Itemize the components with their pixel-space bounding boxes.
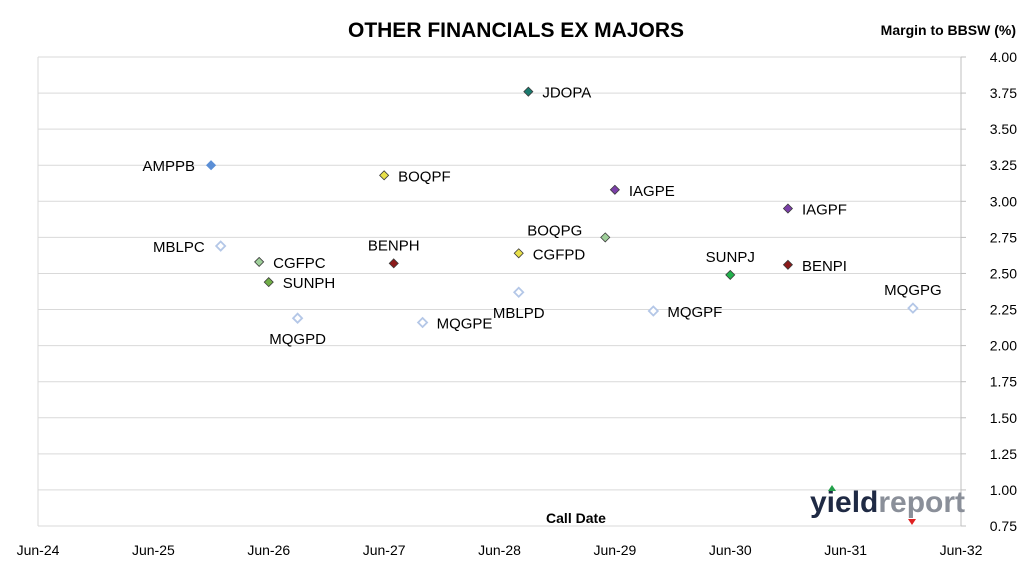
point-label: MQGPE <box>437 316 493 333</box>
point-marker <box>512 286 525 298</box>
data-point-mqgpd: MQGPD <box>269 312 326 348</box>
chart-title: OTHER FINANCIALS EX MAJORS <box>348 19 684 42</box>
point-marker <box>609 184 620 195</box>
data-point-iagpf: IAGPF <box>782 202 847 219</box>
point-label: BOQPG <box>527 222 582 239</box>
point-label: MQGPG <box>884 282 942 299</box>
point-label: BENPH <box>368 237 420 254</box>
logo-up-arrow-icon <box>828 485 836 491</box>
x-tick-label: Jun-25 <box>132 542 175 558</box>
point-label: MBLPC <box>153 239 205 256</box>
x-tick-labels: Jun-24 Jun-25 Jun-26 Jun-27 Jun-28 Jun-29 Jun-… <box>17 542 983 558</box>
data-point-mblpd: MBLPD <box>493 286 545 322</box>
point-marker <box>513 248 524 259</box>
data-point-mblpc: MBLPC <box>153 239 227 256</box>
point-label: SUNPJ <box>706 249 755 266</box>
logo-down-arrow-icon <box>908 519 916 525</box>
point-marker <box>388 258 399 269</box>
y-tick-label: 0.75 <box>990 518 1017 534</box>
data-point-iagpe: IAGPE <box>609 183 675 200</box>
data-point-sunpj: SUNPJ <box>706 249 755 280</box>
point-label: MQGPD <box>269 331 326 348</box>
point-marker <box>907 302 919 314</box>
y-tick-label: 3.75 <box>990 85 1017 101</box>
point-marker <box>523 86 534 97</box>
data-point-amppb: AMPPB <box>143 158 217 175</box>
data-point-mqgpf: MQGPF <box>647 304 722 321</box>
data-point-cgfpc: CGFPC <box>254 255 326 272</box>
point-marker <box>254 256 265 267</box>
point-marker <box>600 232 611 243</box>
data-points: JDOPA AMPPB BOQPF IAGPE IAGPF BOQPG MBLPC BENPH… <box>143 85 942 349</box>
gridlines <box>38 56 966 527</box>
y-axis-label: Margin to BBSW (%) <box>881 22 1016 38</box>
logo-text-yield: yield <box>810 486 878 519</box>
point-label: IAGPE <box>629 183 675 200</box>
point-marker <box>205 160 217 171</box>
x-tick-label: Jun-29 <box>593 542 636 558</box>
data-point-cgfpd: CGFPD <box>513 246 586 263</box>
point-marker <box>214 240 227 252</box>
logo-text: yieldreport <box>810 486 965 519</box>
y-tick-label: 3.50 <box>990 121 1017 137</box>
axes <box>37 57 962 526</box>
y-tick-label: 1.50 <box>990 410 1017 426</box>
yieldreport-logo: yieldreport <box>810 485 965 525</box>
point-label: AMPPB <box>143 158 196 175</box>
point-marker <box>782 259 794 270</box>
y-tick-labels: 0.75 1.00 1.25 1.50 1.75 2.00 2.25 2.50 2.75 3.00… <box>990 49 1017 534</box>
point-label: BENPI <box>802 258 847 275</box>
y-tick-label: 1.25 <box>990 446 1017 462</box>
y-tick-label: 3.00 <box>990 193 1017 209</box>
x-tick-label: Jun-26 <box>247 542 290 558</box>
y-tick-label: 1.75 <box>990 374 1017 390</box>
point-label: SUNPH <box>283 275 336 292</box>
point-label: MQGPF <box>667 304 722 321</box>
x-tick-label: Jun-30 <box>709 542 752 558</box>
y-tick-label: 2.50 <box>990 265 1017 281</box>
data-point-sunph: SUNPH <box>263 275 336 292</box>
point-label: IAGPF <box>802 202 847 219</box>
point-marker <box>782 203 794 214</box>
y-tick-label: 2.75 <box>990 229 1017 245</box>
y-tick-label: 2.00 <box>990 338 1017 354</box>
y-tick-label: 4.00 <box>990 49 1017 65</box>
data-point-mqgpe: MQGPE <box>416 316 493 333</box>
data-point-benph: BENPH <box>368 237 420 269</box>
point-label: MBLPD <box>493 305 545 322</box>
point-marker <box>291 312 304 324</box>
x-tick-label: Jun-24 <box>17 542 60 558</box>
point-label: JDOPA <box>542 85 591 102</box>
point-marker <box>379 170 390 181</box>
x-tick-label: Jun-31 <box>824 542 867 558</box>
data-point-mqgpg: MQGPG <box>884 282 942 314</box>
data-point-boqpg: BOQPG <box>527 222 611 243</box>
point-marker <box>416 316 429 329</box>
x-tick-label: Jun-32 <box>940 542 983 558</box>
y-tick-label: 1.00 <box>990 482 1017 498</box>
x-tick-label: Jun-28 <box>478 542 521 558</box>
logo-text-report: report <box>878 486 965 519</box>
point-marker <box>725 269 736 280</box>
y-tick-label: 2.25 <box>990 302 1017 318</box>
data-point-boqpf: BOQPF <box>379 168 451 185</box>
data-point-benpi: BENPI <box>782 258 847 275</box>
point-marker <box>263 277 274 288</box>
x-tick-label: Jun-27 <box>363 542 406 558</box>
x-axis-label: Call Date <box>546 510 606 526</box>
point-marker <box>647 305 660 317</box>
point-label: CGFPC <box>273 255 326 272</box>
data-point-jdopa: JDOPA <box>523 85 591 102</box>
point-label: BOQPF <box>398 168 451 185</box>
y-tick-label: 3.25 <box>990 157 1017 173</box>
point-label: CGFPD <box>533 246 586 263</box>
